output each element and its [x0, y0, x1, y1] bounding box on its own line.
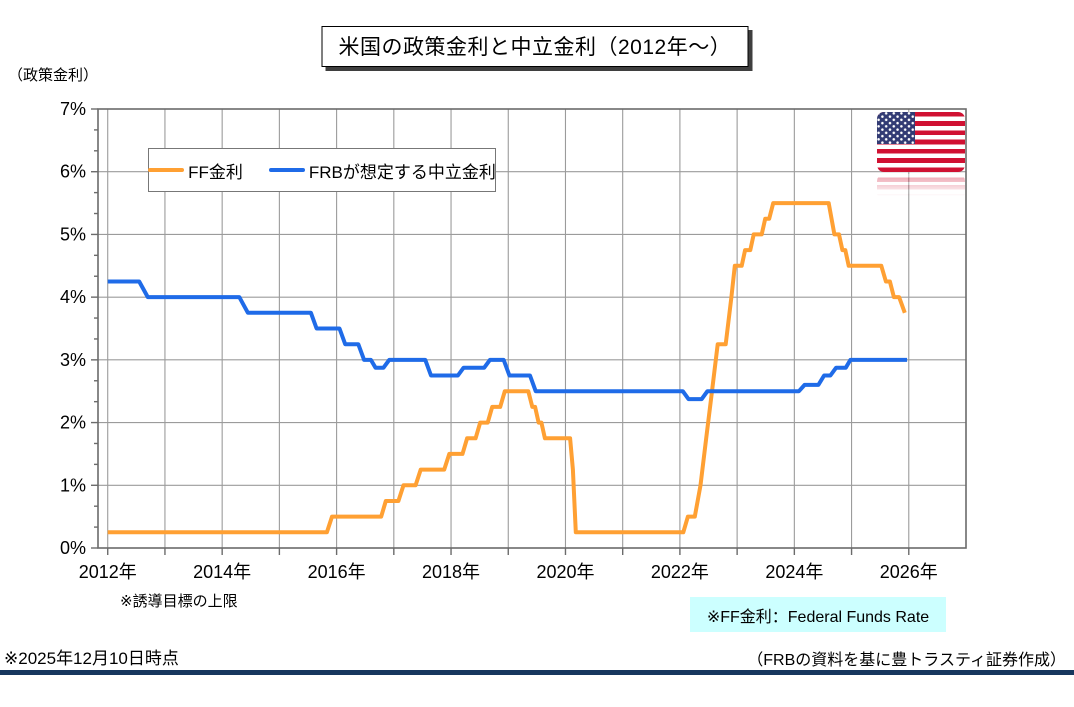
x-tick-label: 2018年 — [422, 562, 480, 582]
us-flag-reflection — [877, 174, 965, 200]
y-tick-label: 1% — [60, 475, 86, 495]
neutral-rate-line — [107, 279, 908, 402]
chart-title: 米国の政策金利と中立金利（2012年～） — [321, 26, 749, 67]
ff-rate-line — [107, 201, 907, 535]
ff-rate-line-swatch — [148, 168, 185, 172]
legend: FF金利 FRBが想定する中立金利 — [148, 148, 496, 192]
footer-divider — [0, 670, 1074, 675]
y-tick-label: 7% — [60, 99, 86, 119]
y-tick-label: 3% — [60, 350, 86, 370]
plot-border — [97, 108, 967, 549]
us-flag-canton — [877, 112, 915, 145]
x-tick-label: 2022年 — [651, 562, 709, 582]
y-tick-label: 4% — [60, 287, 86, 307]
y-axis-unit-label: （政策金利） — [8, 67, 99, 84]
y-tick-label: 5% — [60, 224, 86, 244]
x-tick-label: 2012年 — [79, 562, 137, 582]
legend-label-neutral-rate: FRBが想定する中立金利 — [308, 162, 496, 182]
x-tick-label: 2024年 — [765, 562, 823, 582]
source-credit: （FRBの資料を基に豊トラスティ証券作成） — [747, 652, 1066, 669]
target-upper-bound-note: ※誘導目標の上限 — [120, 593, 238, 610]
x-tick-label: 2026年 — [880, 562, 938, 582]
x-tick-label: 2020年 — [536, 562, 594, 582]
neutral-rate-line-swatch — [268, 168, 305, 172]
legend-item-ff-rate: FF金利 — [148, 158, 243, 183]
y-tick-label: 2% — [60, 413, 86, 433]
ff-rate-definition-note: ※FF金利：Federal Funds Rate — [690, 597, 946, 632]
y-tick-label: 0% — [60, 538, 86, 558]
x-tick-label: 2016年 — [308, 562, 366, 582]
us-flag-icon — [877, 112, 965, 172]
y-tick-label: 6% — [60, 162, 86, 182]
as-of-date-note: ※2025年12月10日時点 — [4, 649, 179, 668]
legend-label-ff-rate: FF金利 — [188, 162, 243, 182]
x-tick-label: 2014年 — [193, 562, 251, 582]
legend-item-neutral-rate: FRBが想定する中立金利 — [268, 158, 496, 183]
